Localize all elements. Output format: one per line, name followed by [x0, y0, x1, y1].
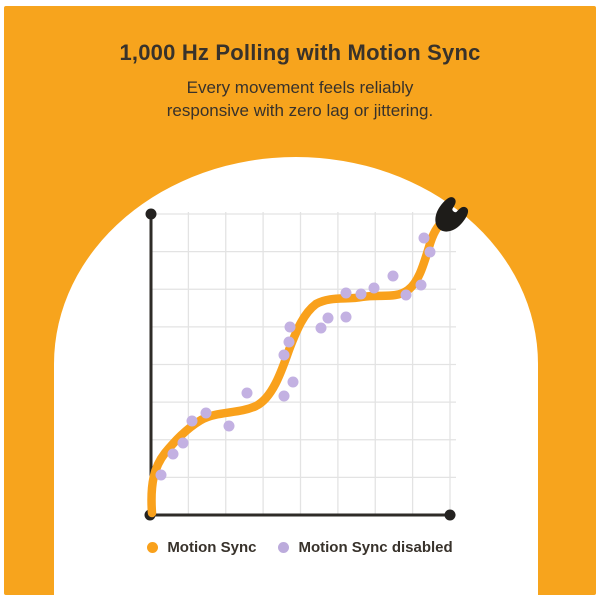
motion-sync-dot-icon [147, 542, 159, 553]
chart-axes [144, 208, 456, 521]
motion-sync-disabled-dots [155, 232, 436, 481]
chart-grid [150, 212, 456, 516]
mouse-icon [435, 197, 469, 232]
motion-sync-disabled-dot-icon [278, 542, 290, 553]
legend-label-motion-sync-disabled: Motion Sync disabled [298, 539, 453, 556]
subtitle-line-1: Every movement feels reliably [186, 78, 414, 97]
motion-sync-curve [147, 216, 448, 518]
legend-label-motion-sync: Motion Sync [167, 539, 257, 556]
page-subtitle: Every movement feels reliably responsive… [0, 76, 600, 122]
subtitle-line-2: responsive with zero lag or jittering. [166, 101, 434, 120]
legend-item-motion-sync: Motion Sync [147, 539, 256, 556]
legend-item-motion-sync-disabled: Motion Sync disabled [278, 539, 453, 556]
page-title: 1,000 Hz Polling with Motion Sync [119, 40, 481, 65]
chart-legend: Motion Sync Motion Sync disabled [0, 539, 600, 556]
